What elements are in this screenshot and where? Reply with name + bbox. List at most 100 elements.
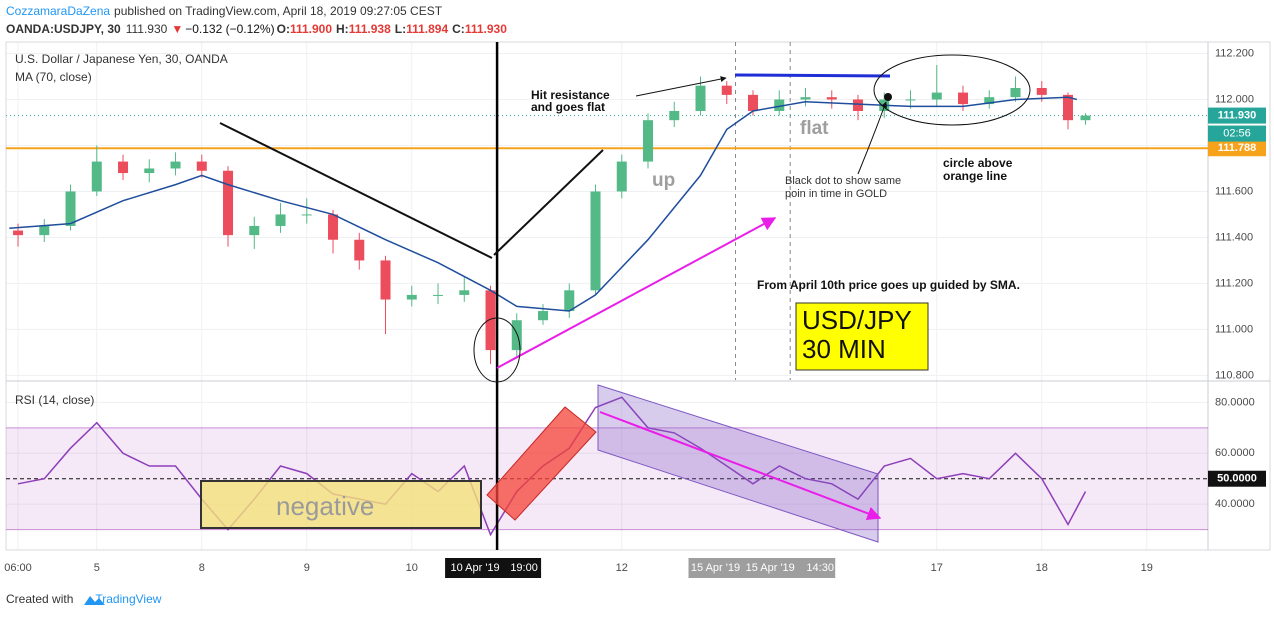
candle-body	[774, 99, 785, 111]
annotation-texts: Hit resistance and goes flat up flat Bla…	[276, 88, 1020, 521]
candle-body	[1063, 94, 1074, 121]
x-tick-label: 18	[1036, 562, 1048, 574]
series-line	[9, 96, 1077, 312]
y-tick-label: 111.400	[1215, 231, 1253, 243]
candle-body	[459, 290, 470, 295]
y-tick-label: 40.0000	[1215, 498, 1255, 510]
annotation: and goes flat	[531, 100, 605, 114]
ohlc-value: 111.938	[349, 22, 391, 36]
price-legend: U.S. Dollar / Japanese Yen, 30, OANDA	[15, 52, 228, 66]
y-tick-label: 111.200	[1215, 277, 1253, 289]
candle-body	[616, 161, 627, 192]
annotation: flat	[800, 118, 829, 139]
x-tick-label: 06:00	[4, 562, 32, 574]
trend-arrow	[496, 217, 777, 369]
arrow	[635, 76, 727, 97]
candle-body	[564, 290, 575, 312]
candle-body	[643, 120, 654, 162]
candle-body	[931, 92, 942, 100]
circle	[873, 54, 1031, 126]
candle-body	[485, 290, 496, 351]
author: CozzamaraDaZena	[6, 4, 110, 18]
rsi-legend: RSI (14, close)	[15, 393, 94, 407]
ohlc-key: L:	[395, 22, 406, 36]
arrow	[857, 101, 887, 175]
plot	[6, 42, 1208, 550]
footer: Created with TradingView	[6, 592, 162, 606]
countdown: 02:56	[1223, 127, 1251, 139]
price-label: 111.788	[1218, 142, 1257, 154]
price-label-box	[1208, 140, 1266, 157]
candle-body	[905, 99, 916, 101]
brand: TradingView	[95, 592, 161, 606]
candle-body	[511, 320, 522, 351]
x-tick-label: 19	[1141, 562, 1153, 574]
header-line: CozzamaraDaZena published on TradingView.…	[6, 4, 443, 18]
midline-label: 50.0000	[1217, 473, 1257, 485]
candle-body	[65, 191, 76, 226]
candle-body	[958, 92, 969, 105]
annotation: USD/JPY	[802, 305, 912, 335]
candle-body	[275, 214, 286, 226]
resistance-line	[734, 73, 891, 78]
annotations	[200, 54, 1031, 543]
axes: 06:00 5 8 9 10 12 17 18 19 110.800 111.000 111.200 1…	[4, 47, 1266, 578]
candle-body	[669, 110, 680, 121]
candle-body	[433, 294, 444, 296]
candle-body	[380, 260, 391, 300]
x-tick-label: 17	[931, 562, 943, 574]
candle-body	[170, 161, 181, 169]
candle-body	[196, 161, 207, 171]
candle-body	[800, 97, 811, 100]
candle-body	[223, 170, 234, 236]
range-label: 15 Apr '19	[746, 562, 795, 574]
annotation: 30 MIN	[802, 334, 886, 364]
range-time: 14:30	[806, 562, 834, 574]
annotation: orange line	[943, 169, 1007, 183]
candle-body	[984, 97, 995, 105]
candle-body	[301, 214, 312, 216]
ohlc-key: O:	[277, 22, 290, 36]
change: −0.132 (−0.12%)	[185, 22, 274, 36]
candle-body	[328, 214, 339, 240]
ohlc-value: 111.930	[465, 22, 507, 36]
label-box	[795, 302, 929, 371]
x-tick-label: 5	[94, 562, 100, 574]
candle-body	[249, 225, 260, 236]
logo	[84, 596, 105, 605]
ohlc-value: 111.894	[406, 22, 448, 36]
symbol: OANDA:USDJPY, 30	[6, 22, 121, 36]
x-tick-label: 9	[304, 562, 310, 574]
annotation: up	[652, 170, 675, 191]
candle-body	[39, 225, 50, 236]
candle-body	[590, 191, 601, 291]
candle-body	[13, 230, 24, 236]
frame	[5, 41, 1271, 551]
annotation: circle above	[943, 156, 1013, 170]
candle-body	[1080, 115, 1091, 121]
y-tick-label: 111.600	[1215, 185, 1253, 197]
rise-box	[486, 406, 597, 521]
y-tick-label: 111.000	[1215, 323, 1253, 335]
y-tick-label: 110.800	[1215, 369, 1254, 381]
ohlc-value: 111.900	[290, 22, 332, 36]
range-label: 15 Apr '19	[691, 562, 740, 574]
crosshair-label: 19:00	[510, 562, 538, 574]
annotation: Black dot to show same	[785, 175, 901, 187]
candle-body	[91, 161, 102, 192]
y-tick-label: 60.0000	[1215, 447, 1255, 459]
y-tick-label: 80.0000	[1215, 396, 1255, 408]
countdown-box	[1208, 125, 1266, 142]
symbol-line: OANDA:USDJPY, 30 111.930 ▼ −0.132 (−0.12%) O…	[6, 22, 507, 36]
midline-label-box	[1208, 470, 1266, 487]
trend-arrow	[599, 411, 882, 521]
created-with: Created with	[6, 592, 73, 606]
candle-body	[354, 239, 365, 261]
trend-line	[493, 149, 604, 256]
price-label-box	[1208, 107, 1266, 124]
candle-body	[118, 161, 129, 174]
annotation: From April 10th price goes up guided by …	[757, 278, 1020, 292]
crosshair-label: 10 Apr '19	[450, 562, 499, 574]
candle-body	[826, 97, 837, 100]
